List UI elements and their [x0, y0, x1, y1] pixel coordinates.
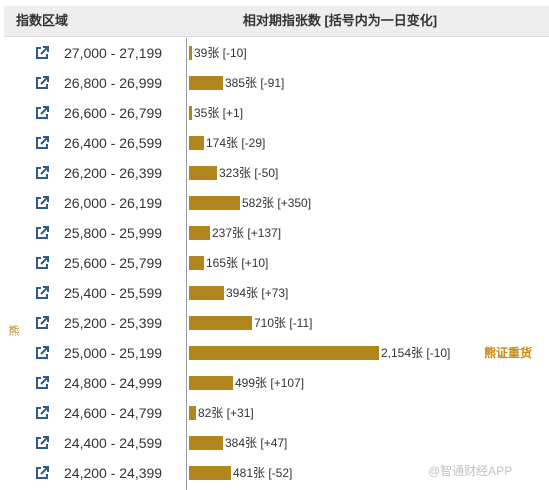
external-link-icon[interactable] — [35, 376, 49, 390]
count-label: 323张 [-50] — [219, 166, 279, 180]
column-header-range: 指数区域 — [16, 13, 69, 28]
range-label: 25,600 - 25,799 — [64, 255, 163, 271]
external-link-icon[interactable] — [35, 226, 49, 240]
count-label: 2,154张 [-10] — [381, 346, 451, 360]
count-bar — [189, 166, 217, 180]
table-row: 26,400 - 26,599 174张 [-29] — [4, 128, 549, 158]
table-row: 25,400 - 25,599 394张 [+73] — [4, 278, 549, 308]
external-link-icon[interactable] — [35, 346, 49, 360]
range-label: 25,000 - 25,199 — [64, 345, 163, 361]
count-label: 499张 [+107] — [235, 376, 305, 390]
table-row: 24,400 - 24,599 384张 [+47] — [4, 428, 549, 458]
count-bar — [189, 196, 240, 210]
external-link-icon[interactable] — [35, 256, 49, 270]
count-bar — [189, 406, 196, 420]
external-link-icon[interactable] — [35, 166, 49, 180]
external-link-icon[interactable] — [35, 106, 49, 120]
range-label: 26,400 - 26,599 — [64, 135, 163, 151]
range-label: 25,800 - 25,999 — [64, 225, 163, 241]
table-row: 24,800 - 24,999 499张 [+107] — [4, 368, 549, 398]
external-link-icon[interactable] — [35, 46, 49, 60]
count-bar — [189, 76, 223, 90]
count-bar — [189, 106, 192, 120]
count-label: 165张 [+10] — [206, 256, 269, 270]
count-bar — [189, 376, 233, 390]
range-label: 26,800 - 26,999 — [64, 75, 163, 91]
count-bar — [189, 46, 192, 60]
table-row: 26,800 - 26,999 385张 [-91] — [4, 68, 549, 98]
table-row: 25,600 - 25,799 165张 [+10] — [4, 248, 549, 278]
table-header: 指数区域 相对期指张数 [括号内为一日变化] — [4, 6, 549, 37]
count-bar — [189, 436, 223, 450]
range-label: 26,000 - 26,199 — [64, 195, 163, 211]
count-label: 582张 [+350] — [242, 196, 312, 210]
range-label: 26,200 - 26,399 — [64, 165, 163, 181]
table-row: 25,800 - 25,999 237张 [+137] — [4, 218, 549, 248]
count-label: 35张 [+1] — [194, 106, 244, 120]
count-label: 237张 [+137] — [212, 226, 282, 240]
table-row: 24,600 - 24,799 82张 [+31] — [4, 398, 549, 428]
range-label: 25,400 - 25,599 — [64, 285, 163, 301]
bear-side-label: 熊 — [7, 325, 19, 336]
external-link-icon[interactable] — [35, 76, 49, 90]
range-label: 24,800 - 24,999 — [64, 375, 163, 391]
external-link-icon[interactable] — [35, 466, 49, 480]
range-label: 24,600 - 24,799 — [64, 405, 163, 421]
table-row: 26,000 - 26,199 582张 [+350] — [4, 188, 549, 218]
watermark: @智通财经APP — [428, 464, 513, 478]
count-label: 394张 [+73] — [226, 286, 289, 300]
count-bar — [189, 466, 231, 480]
range-label: 24,200 - 24,399 — [64, 465, 163, 481]
column-header-change: 相对期指张数 [括号内为一日变化] — [242, 13, 438, 28]
range-label: 27,000 - 27,199 — [64, 45, 163, 61]
bar-baseline — [186, 38, 187, 490]
count-label: 385张 [-91] — [225, 76, 285, 90]
table-row: 25,200 - 25,399 710张 [-11] — [4, 308, 549, 338]
count-bar — [189, 256, 204, 270]
count-label: 710张 [-11] — [254, 316, 313, 330]
range-label: 24,400 - 24,599 — [64, 435, 163, 451]
external-link-icon[interactable] — [35, 406, 49, 420]
count-bar — [189, 346, 379, 360]
range-label: 26,600 - 26,799 — [64, 105, 163, 121]
table-row: 26,600 - 26,799 35张 [+1] — [4, 98, 549, 128]
table-row: 26,200 - 26,399 323张 [-50] — [4, 158, 549, 188]
table-row: 25,000 - 25,199 2,154张 [-10] — [4, 338, 549, 368]
count-bar — [189, 136, 204, 150]
count-bar — [189, 226, 210, 240]
external-link-icon[interactable] — [35, 286, 49, 300]
table-row: 24,200 - 24,399 481张 [-52] — [4, 458, 549, 488]
count-label: 481张 [-52] — [233, 466, 293, 480]
external-link-icon[interactable] — [35, 136, 49, 150]
count-bar — [189, 316, 252, 330]
range-label: 25,200 - 25,399 — [64, 315, 163, 331]
count-label: 39张 [-10] — [194, 46, 247, 60]
external-link-icon[interactable] — [35, 316, 49, 330]
count-label: 174张 [-29] — [206, 136, 266, 150]
count-label: 384张 [+47] — [225, 436, 288, 450]
bear-heavy-annotation: 熊证重货 — [484, 346, 533, 360]
count-label: 82张 [+31] — [198, 406, 254, 420]
count-bar — [189, 286, 224, 300]
table-row: 27,000 - 27,199 39张 [-10] — [4, 38, 549, 68]
external-link-icon[interactable] — [35, 436, 49, 450]
external-link-icon[interactable] — [35, 196, 49, 210]
